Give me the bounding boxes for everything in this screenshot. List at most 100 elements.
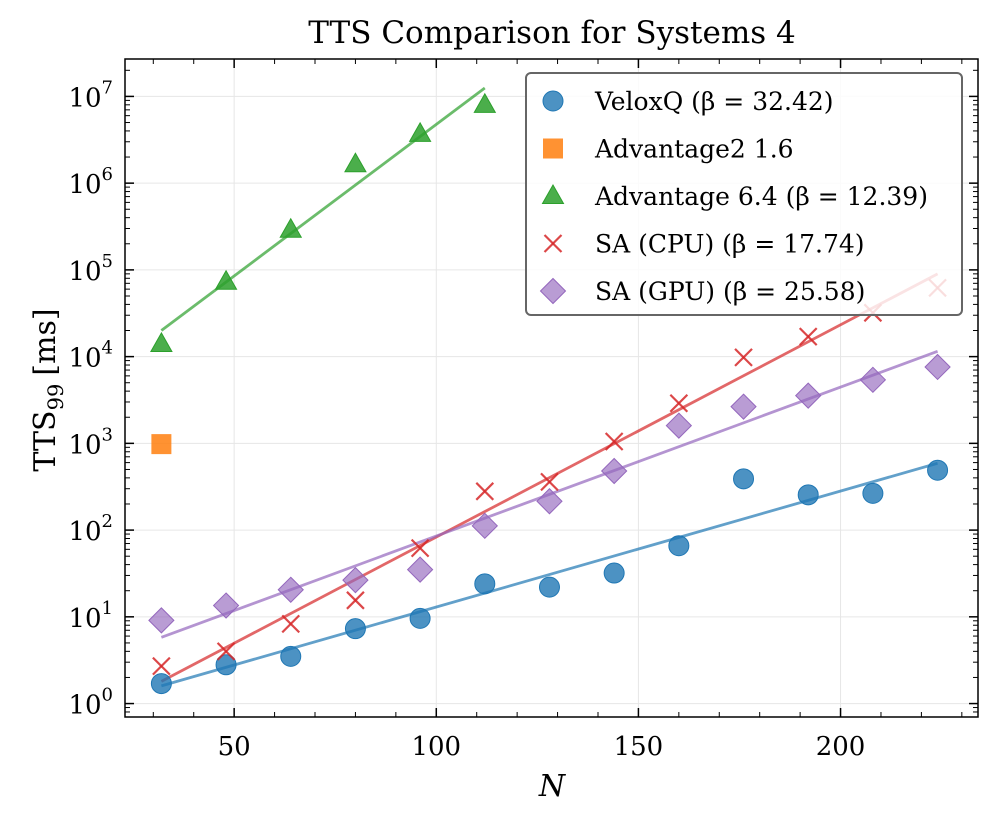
data-point-circle bbox=[542, 90, 564, 112]
data-point-circle bbox=[474, 573, 496, 595]
data-point-diamond bbox=[600, 457, 628, 485]
data-point-diamond bbox=[859, 366, 887, 394]
series-markers bbox=[150, 459, 949, 695]
data-point-diamond bbox=[471, 512, 499, 540]
data-point-x-stroke bbox=[410, 538, 430, 558]
data-point-circle bbox=[797, 484, 819, 506]
plot-frame bbox=[124, 58, 979, 718]
legend-label: Advantage2 1.6 bbox=[594, 135, 794, 164]
x-tick-label: 200 bbox=[816, 732, 866, 762]
data-point-diamond bbox=[539, 277, 567, 305]
y-tick-label: 102 bbox=[68, 511, 113, 547]
data-point-triangle bbox=[214, 269, 238, 290]
data-point-x-stroke bbox=[346, 591, 365, 610]
data-point-x bbox=[669, 393, 689, 413]
data-point-x bbox=[543, 234, 563, 253]
legend: VeloxQ (β = 32.42) Advantage2 1.6 Advantag… bbox=[525, 72, 963, 316]
chart-title: TTS Comparison for Systems 4 bbox=[308, 15, 795, 51]
data-point-diamond bbox=[406, 556, 434, 583]
series-markers bbox=[151, 434, 172, 455]
data-point-x-stroke bbox=[543, 234, 563, 253]
x-tick-label: 100 bbox=[411, 732, 461, 762]
y-tick-label: 103 bbox=[68, 424, 113, 460]
data-point-circle bbox=[927, 459, 949, 481]
data-point-triangle bbox=[344, 152, 367, 173]
y-tick-label: 107 bbox=[68, 77, 113, 113]
data-point-x-stroke bbox=[281, 614, 301, 634]
data-markers bbox=[148, 92, 951, 695]
data-point-x bbox=[346, 591, 365, 610]
x-tick-label: 150 bbox=[614, 732, 664, 762]
y-tick-label: 100 bbox=[68, 685, 113, 721]
data-point-x-stroke bbox=[216, 642, 236, 661]
y-tick-label: 106 bbox=[68, 164, 113, 200]
legend-entry: SA (CPU) (β = 17.74) bbox=[543, 230, 865, 259]
data-point-diamond bbox=[730, 393, 757, 420]
legend-entry: Advantage2 1.6 bbox=[543, 135, 794, 164]
data-point-x bbox=[604, 432, 624, 451]
data-point-x bbox=[410, 538, 430, 558]
data-point-x-stroke bbox=[604, 432, 624, 451]
series-markers bbox=[148, 353, 951, 634]
legend-entry: Advantage 6.4 (β = 12.39) bbox=[541, 182, 928, 211]
data-point-x-stroke bbox=[540, 472, 559, 492]
data-point-x bbox=[475, 482, 495, 501]
data-point-circle bbox=[603, 562, 625, 584]
data-point-x-stroke bbox=[475, 482, 495, 501]
data-point-x bbox=[152, 656, 171, 676]
data-point-triangle bbox=[473, 92, 497, 113]
x-tick-label: 50 bbox=[218, 732, 251, 762]
data-point-x bbox=[540, 472, 559, 492]
fit-line bbox=[160, 86, 486, 332]
data-point-x-stroke bbox=[669, 393, 689, 413]
y-axis-label-main: TTS bbox=[28, 410, 63, 471]
data-point-x bbox=[281, 614, 301, 634]
legend-box bbox=[525, 72, 963, 316]
y-tick-label: 105 bbox=[68, 251, 113, 287]
fit-line bbox=[160, 272, 939, 683]
data-point-diamond bbox=[924, 353, 951, 381]
data-point-diamond bbox=[148, 607, 175, 634]
data-point-square bbox=[543, 138, 563, 159]
data-point-x bbox=[734, 348, 753, 367]
legend-entry: SA (GPU) (β = 25.58) bbox=[539, 277, 865, 306]
data-point-triangle bbox=[408, 121, 432, 142]
y-axis-label-sub: 99 bbox=[44, 384, 68, 411]
data-point-circle bbox=[862, 482, 884, 504]
y-axis-label-unit: [ms] bbox=[28, 308, 63, 375]
x-axis-label: N bbox=[538, 769, 567, 804]
data-point-x bbox=[216, 642, 236, 661]
data-point-circle bbox=[733, 468, 755, 490]
data-point-circle bbox=[280, 645, 302, 667]
data-point-diamond bbox=[795, 382, 822, 409]
data-point-circle bbox=[344, 618, 366, 640]
data-point-diamond bbox=[536, 488, 563, 515]
data-point-diamond bbox=[212, 592, 240, 619]
legend-label: SA (CPU) (β = 17.74) bbox=[595, 230, 865, 259]
data-point-x-stroke bbox=[152, 656, 171, 676]
data-point-circle bbox=[150, 673, 172, 695]
data-point-circle bbox=[538, 576, 560, 598]
data-point-circle bbox=[409, 607, 431, 629]
y-tick-label: 101 bbox=[68, 598, 113, 634]
legend-entry: VeloxQ (β = 32.42) bbox=[542, 87, 834, 116]
legend-label: Advantage 6.4 (β = 12.39) bbox=[594, 182, 928, 211]
data-point-triangle bbox=[279, 217, 303, 238]
data-point-triangle bbox=[541, 183, 565, 204]
data-point-x-stroke bbox=[734, 348, 753, 367]
data-point-diamond bbox=[665, 412, 693, 439]
series-markers bbox=[150, 92, 497, 352]
data-point-diamond bbox=[342, 566, 369, 594]
legend-label: VeloxQ (β = 32.42) bbox=[594, 87, 834, 116]
data-point-x-stroke bbox=[798, 327, 818, 346]
data-point-diamond bbox=[277, 576, 304, 603]
data-point-square bbox=[151, 434, 172, 455]
axis-ticks: 50 100 150 200 100 101 102 103 104 105 106 107 bbox=[68, 59, 978, 762]
data-point-circle bbox=[215, 654, 237, 676]
y-axis-label: TTS99 [ms] bbox=[28, 308, 68, 471]
legend-label: SA (GPU) (β = 25.58) bbox=[595, 277, 865, 306]
data-point-x bbox=[798, 327, 818, 346]
data-point-circle bbox=[668, 535, 690, 557]
data-point-triangle bbox=[150, 331, 173, 352]
